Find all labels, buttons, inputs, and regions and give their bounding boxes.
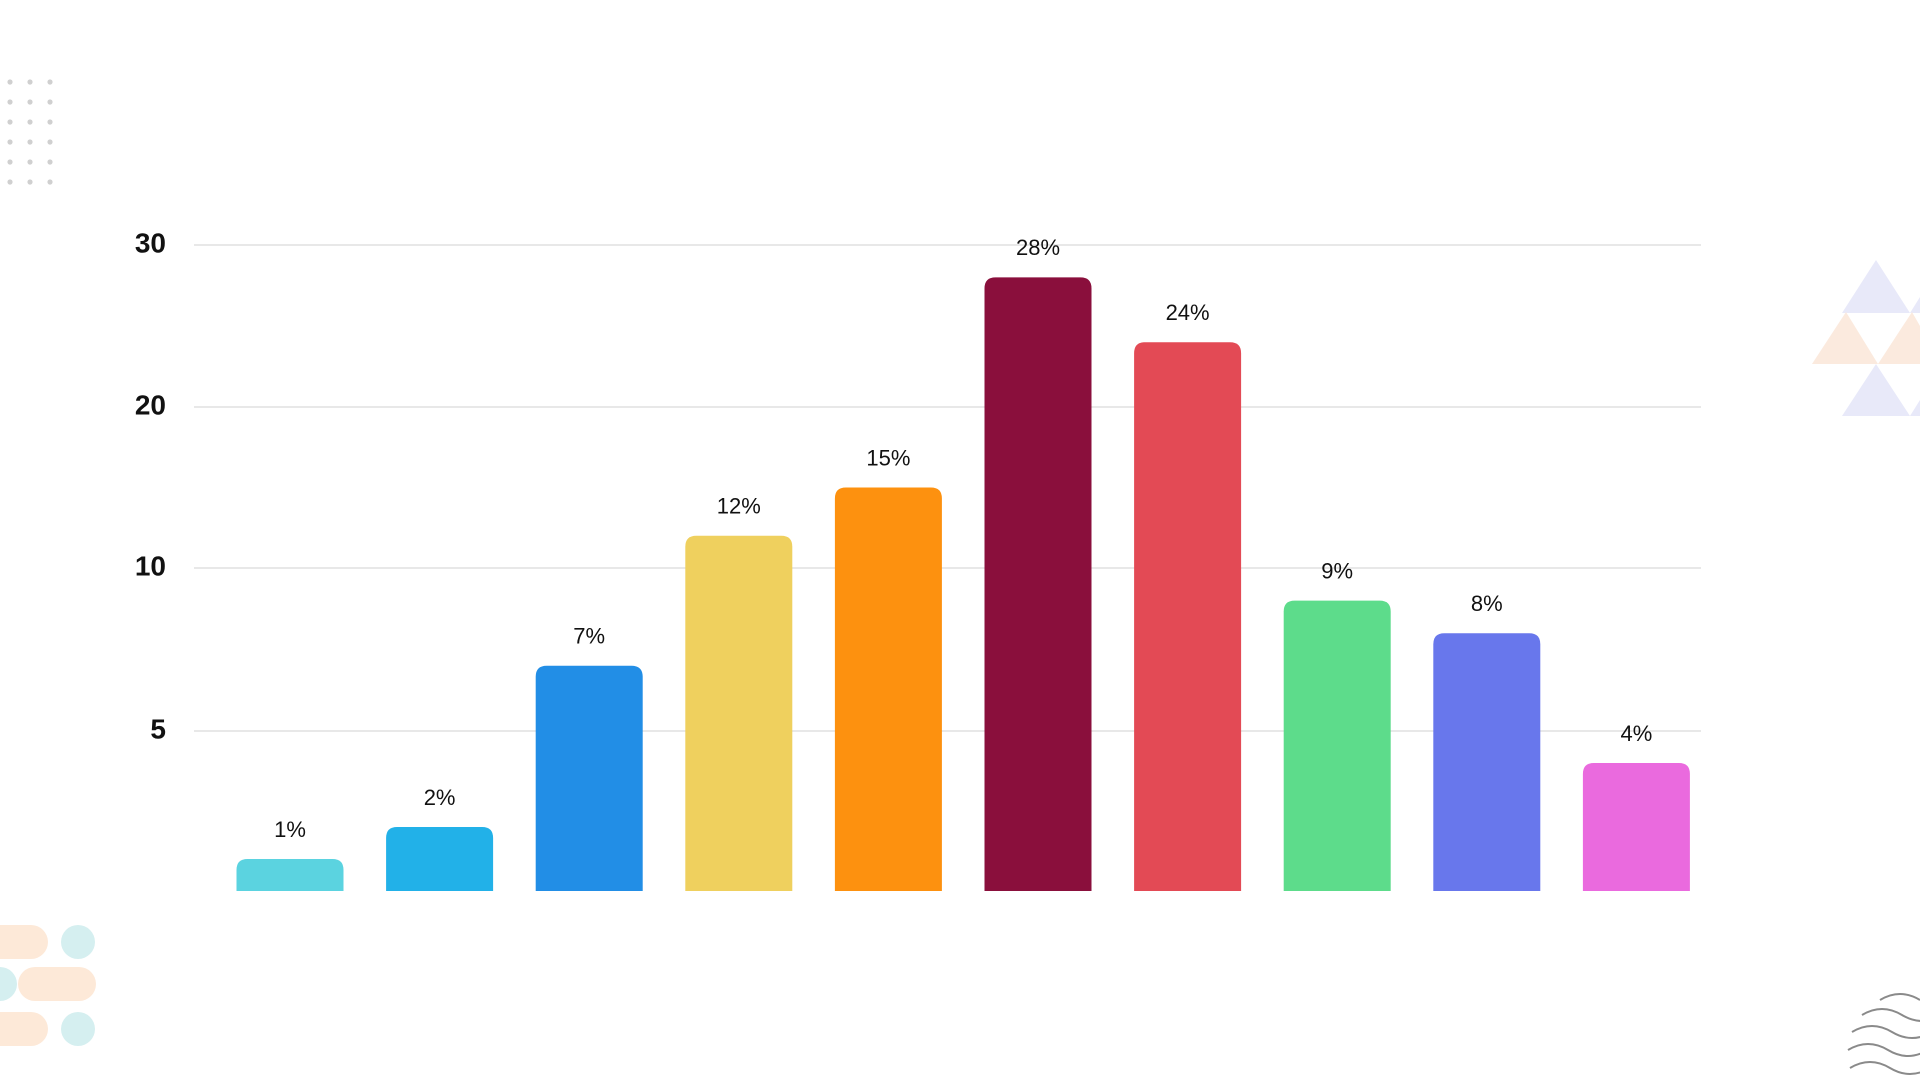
y-tick-label: 30 (135, 227, 166, 258)
value-label: 4% (1621, 721, 1653, 746)
bar (1134, 342, 1242, 891)
y-tick-label: 20 (135, 389, 166, 420)
bar (984, 277, 1092, 891)
value-label: 12% (717, 494, 761, 519)
decor-waves (1847, 993, 1920, 1075)
value-label: 24% (1166, 300, 1210, 325)
y-tick-label: 5 (150, 713, 166, 744)
bar (1582, 763, 1690, 891)
value-label: 28% (1016, 235, 1060, 260)
bar (834, 487, 942, 891)
bar (1283, 600, 1391, 891)
decor-dots (7, 79, 53, 185)
value-label: 2% (424, 785, 456, 810)
decor-triangles (1812, 260, 1920, 416)
value-label: 9% (1321, 558, 1353, 583)
y-tick-label: 10 (135, 550, 166, 581)
bar (386, 827, 494, 891)
decor-pills (0, 925, 96, 1046)
bar (1433, 633, 1541, 891)
bar (236, 859, 344, 891)
bar (535, 665, 643, 891)
value-label: 15% (866, 445, 910, 470)
value-label: 7% (573, 624, 605, 649)
bar (685, 535, 793, 891)
value-label: 1% (274, 817, 306, 842)
value-label: 8% (1471, 591, 1503, 616)
